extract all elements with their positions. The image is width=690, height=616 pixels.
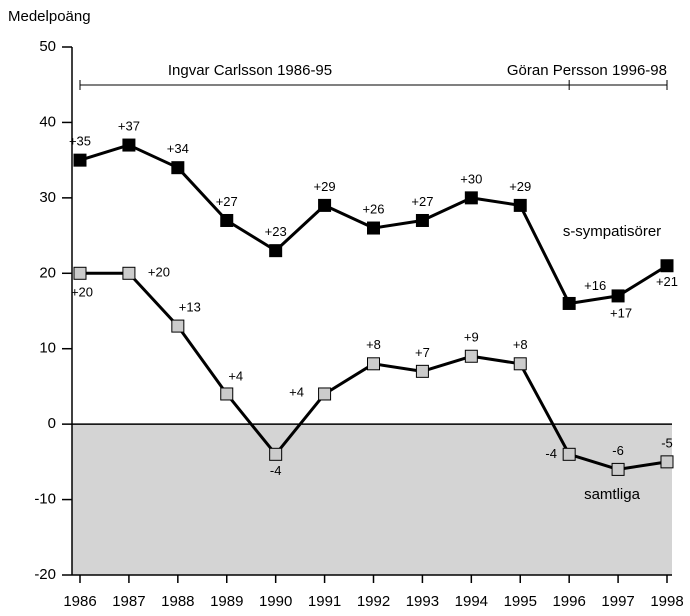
negative-area (72, 424, 672, 575)
marker (513, 198, 527, 212)
y-tick-label: -10 (34, 491, 56, 508)
marker (171, 319, 185, 333)
marker (367, 221, 380, 235)
value-label: +30 (460, 171, 482, 186)
value-label: +4 (289, 384, 304, 399)
y-tick-label: 0 (48, 415, 56, 432)
marker (611, 289, 625, 303)
x-tick-label: 1997 (601, 593, 634, 610)
marker (562, 447, 576, 461)
marker (562, 296, 576, 310)
y-tick-label: 30 (39, 189, 56, 206)
value-label: +20 (71, 285, 93, 300)
marker (122, 266, 136, 280)
y-tick-label: 40 (39, 113, 56, 130)
marker (122, 138, 136, 152)
y-tick-label: -20 (34, 566, 56, 583)
period-label: Göran Persson 1996-98 (507, 62, 667, 79)
period-label: Ingvar Carlsson 1986-95 (168, 62, 332, 79)
value-label: +8 (513, 337, 528, 352)
value-label: +35 (69, 134, 91, 149)
marker (171, 161, 185, 175)
x-tick-label: 1996 (552, 593, 585, 610)
value-label: +29 (314, 179, 336, 194)
marker (464, 191, 478, 205)
marker (73, 153, 87, 167)
marker (318, 387, 332, 401)
marker (660, 455, 674, 469)
marker (415, 213, 429, 227)
value-label: -4 (545, 446, 557, 461)
value-label: +9 (464, 330, 479, 345)
marker (660, 259, 674, 273)
x-tick-label: 1988 (161, 593, 194, 610)
value-label: +26 (362, 201, 384, 216)
series-label: s-sympatisörer (563, 223, 661, 240)
marker (220, 387, 234, 401)
value-label: -5 (661, 435, 673, 450)
marker (220, 213, 234, 227)
x-tick-label: 1992 (357, 593, 390, 610)
marker (269, 244, 283, 258)
marker (318, 198, 332, 212)
marker (73, 266, 87, 280)
value-label: +23 (265, 224, 287, 239)
value-label: +37 (118, 118, 140, 133)
marker (513, 357, 527, 371)
x-tick-label: 1987 (112, 593, 145, 610)
marker (415, 364, 429, 378)
y-tick-label: 20 (39, 264, 56, 281)
marker (367, 357, 380, 371)
value-label: +27 (216, 194, 238, 209)
series-label: samtliga (584, 486, 641, 503)
value-label: +27 (411, 194, 433, 209)
x-tick-label: 1995 (504, 593, 537, 610)
y-axis-label: Medelpoäng (8, 8, 91, 25)
x-tick-label: 1993 (406, 593, 439, 610)
x-tick-label: 1991 (308, 593, 341, 610)
value-label: -4 (270, 463, 282, 478)
value-label: +7 (415, 345, 430, 360)
value-label: +21 (656, 274, 678, 289)
value-label: +13 (179, 300, 201, 315)
value-label: +17 (610, 305, 632, 320)
x-tick-label: 1998 (650, 593, 683, 610)
x-tick-label: 1989 (210, 593, 243, 610)
x-tick-label: 1990 (259, 593, 292, 610)
value-label: +4 (228, 368, 243, 383)
y-tick-label: 10 (39, 340, 56, 357)
value-label: +8 (366, 337, 381, 352)
marker (269, 447, 283, 461)
y-tick-label: 50 (39, 38, 56, 55)
x-tick-label: 1994 (455, 593, 488, 610)
value-label: -6 (612, 443, 624, 458)
value-label: +20 (148, 265, 170, 280)
value-label: +34 (167, 141, 189, 156)
value-label: +16 (584, 278, 606, 293)
x-tick-label: 1986 (63, 593, 96, 610)
value-label: +29 (509, 179, 531, 194)
marker (464, 349, 478, 363)
marker (611, 462, 625, 476)
